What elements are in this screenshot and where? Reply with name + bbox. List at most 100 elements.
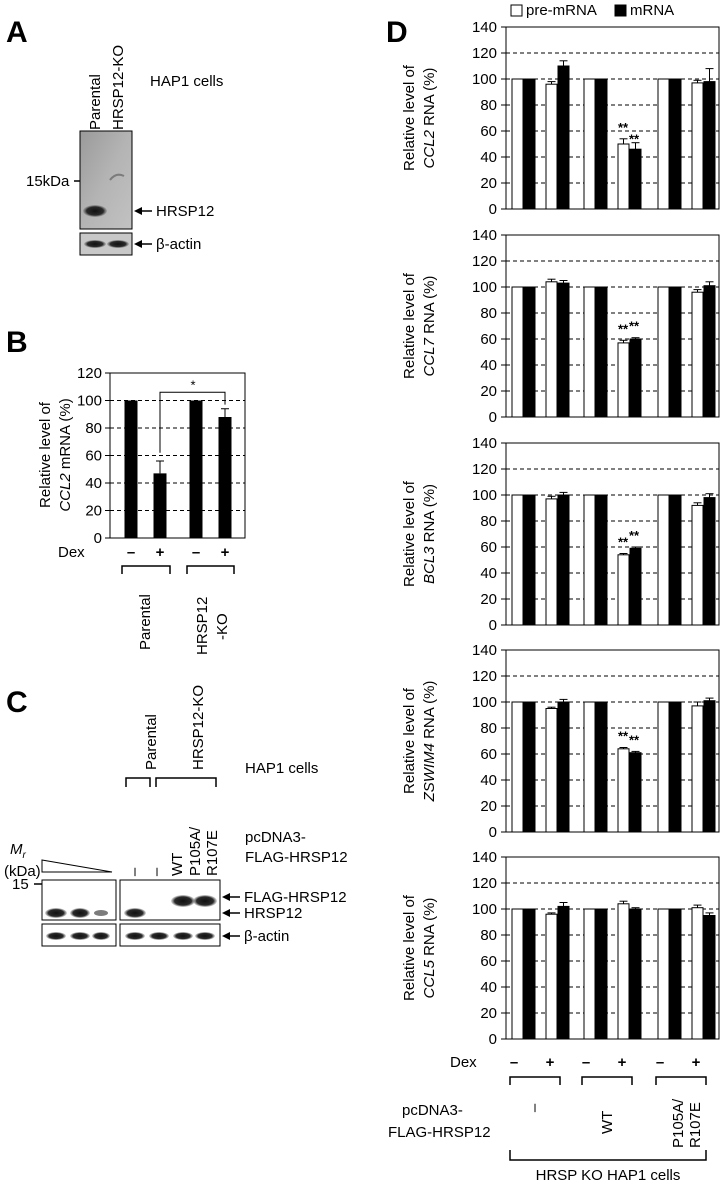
y-tick-label: 40 bbox=[480, 772, 497, 789]
actin-c-5 bbox=[149, 932, 169, 940]
bar-pre-mrna bbox=[583, 286, 596, 418]
y-tick-label: 120 bbox=[472, 45, 497, 62]
plot-frame bbox=[505, 442, 720, 626]
group-label-ko-2: -KO bbox=[214, 613, 231, 640]
bar-pre-mrna bbox=[583, 78, 596, 210]
y-tick-label: 80 bbox=[480, 513, 497, 530]
bar-pre-mrna bbox=[691, 705, 704, 833]
bar bbox=[153, 473, 167, 538]
y-axis-label-line2: CCL2 RNA (%) bbox=[421, 68, 438, 169]
dex-sign: – bbox=[510, 1054, 518, 1071]
y-axis-unit: RNA (%) bbox=[421, 68, 438, 131]
gene-name: BCL3 bbox=[421, 546, 438, 584]
bar-pre-mrna bbox=[657, 701, 670, 833]
bar-mrna bbox=[595, 908, 608, 1040]
bracket-ko-c bbox=[155, 777, 217, 787]
dex-sign: – bbox=[127, 544, 135, 561]
gene-name: ZSWIM4 bbox=[421, 743, 438, 802]
bar-mrna bbox=[703, 285, 716, 418]
y-tick-label: 140 bbox=[472, 435, 497, 452]
bar-mrna bbox=[523, 78, 536, 210]
band-label-actin-c: β-actin bbox=[244, 928, 289, 945]
marker-15-c: 15 bbox=[12, 876, 29, 893]
actin-c-1 bbox=[46, 932, 66, 940]
dex-sign: + bbox=[618, 1054, 627, 1071]
construct-label-c-2: FLAG-HRSP12 bbox=[245, 849, 348, 866]
bracket-d-2 bbox=[581, 1076, 633, 1085]
y-axis-unit: RNA (%) bbox=[421, 898, 438, 961]
actin-band-a1 bbox=[84, 240, 106, 248]
bar-mrna bbox=[669, 494, 682, 626]
bar-pre-mrna bbox=[657, 494, 670, 626]
group-label-d-dash: – bbox=[526, 1103, 543, 1112]
bar bbox=[218, 417, 232, 538]
dex-sign: + bbox=[156, 544, 165, 561]
bar-mrna bbox=[595, 286, 608, 418]
significance-star: ** bbox=[618, 120, 629, 135]
arrow-hrsp12 bbox=[134, 207, 152, 215]
band-label-hrsp12-c: HRSP12 bbox=[244, 905, 302, 922]
bracket-d-3 bbox=[655, 1076, 707, 1085]
y-tick-label: 20 bbox=[85, 503, 102, 520]
bar-mrna bbox=[669, 286, 682, 418]
panel-label-d: D bbox=[386, 16, 408, 49]
dex-sign: – bbox=[656, 1054, 664, 1071]
y-tick-label: 20 bbox=[480, 383, 497, 400]
lane-label-mut-c1: P105A/ bbox=[187, 826, 204, 876]
chart-d-3: 0 20 40 60 80 100 120 140 ** ** Relative level of B… bbox=[401, 435, 720, 634]
y-tick-label: 40 bbox=[480, 565, 497, 582]
chart-d-1: 0 20 40 60 80 100 120 140 **** Relative level of C… bbox=[401, 19, 720, 218]
y-tick-label: 140 bbox=[472, 642, 497, 659]
y-axis-label-line1: Relative level of bbox=[401, 272, 418, 379]
plot-frame bbox=[505, 26, 720, 210]
bar-pre-mrna bbox=[691, 82, 704, 210]
bracket-d-all bbox=[509, 1150, 707, 1161]
group-bracket bbox=[121, 565, 171, 574]
y-axis-unit: RNA (%) bbox=[421, 681, 438, 744]
y-tick-label: 120 bbox=[472, 668, 497, 685]
y-tick-label: 140 bbox=[472, 19, 497, 36]
actin-c-3 bbox=[92, 932, 110, 940]
chart-d-2: 0 20 40 60 80 100 120 140 ** ** Relative level of C… bbox=[401, 227, 720, 426]
gene-name: CCL2 bbox=[421, 129, 438, 168]
bar-mrna bbox=[629, 148, 642, 210]
dex-label-d: Dex bbox=[450, 1054, 477, 1071]
y-tick-label: 60 bbox=[480, 123, 497, 140]
y-tick-label: 120 bbox=[472, 253, 497, 270]
y-axis-label-line2: BCL3 RNA (%) bbox=[421, 484, 438, 584]
lane-dash-c2: – bbox=[148, 867, 165, 876]
y-tick-label: 100 bbox=[472, 71, 497, 88]
bar-pre-mrna bbox=[657, 286, 670, 418]
y-tick-label: 60 bbox=[480, 953, 497, 970]
bar-pre-mrna bbox=[617, 903, 630, 1040]
y-tick-label: 0 bbox=[489, 409, 497, 426]
bar-mrna bbox=[703, 81, 716, 210]
mr-unit: (kDa) bbox=[4, 863, 41, 880]
y-axis-unit: mRNA (%) bbox=[57, 398, 74, 473]
actin-band-a2 bbox=[107, 240, 129, 248]
bar-pre-mrna bbox=[657, 908, 670, 1040]
bar-pre-mrna bbox=[583, 494, 596, 626]
bar-pre-mrna bbox=[511, 286, 524, 418]
plot-frame bbox=[505, 856, 720, 1040]
bar-mrna bbox=[629, 752, 642, 833]
bar-mrna bbox=[523, 494, 536, 626]
y-tick-label: 0 bbox=[489, 824, 497, 841]
gene-name: CCL2 bbox=[57, 473, 74, 512]
bar-mrna bbox=[595, 494, 608, 626]
legend-swatch-pre-mrna bbox=[510, 4, 523, 17]
chart-b: 0 20 40 60 80 100 120 * Relative level of CCL2 mR… bbox=[37, 365, 246, 655]
bar-pre-mrna bbox=[691, 291, 704, 418]
blot-smudge bbox=[109, 173, 125, 181]
panel-label-a: A bbox=[6, 16, 28, 49]
plot-frame bbox=[505, 649, 720, 833]
y-tick-label: 120 bbox=[472, 875, 497, 892]
arrow-actin-a bbox=[134, 240, 152, 248]
legend-d: pre-mRNA mRNA bbox=[510, 2, 674, 19]
group-bracket bbox=[186, 565, 235, 574]
y-axis-label-line1: Relative level of bbox=[401, 894, 418, 1001]
bar-mrna bbox=[629, 547, 642, 626]
y-tick-label: 80 bbox=[480, 97, 497, 114]
bar-pre-mrna bbox=[545, 83, 558, 210]
